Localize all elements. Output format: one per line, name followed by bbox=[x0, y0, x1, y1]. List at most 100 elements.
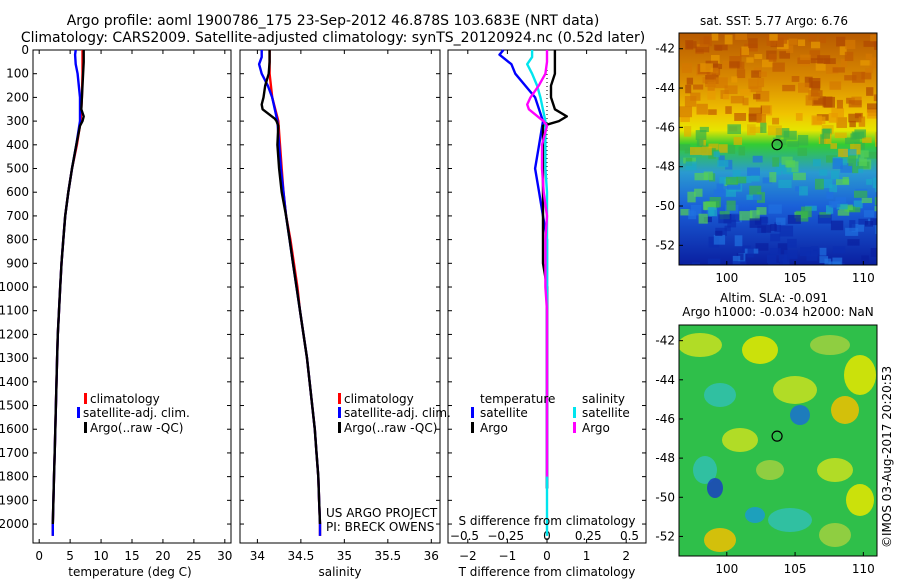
top-x-tick-label: 0.5 bbox=[620, 529, 639, 543]
temperature-plot-frame bbox=[32, 49, 232, 544]
x-tick-label: 25 bbox=[186, 549, 201, 563]
depth-tick-label: 1300 bbox=[0, 351, 29, 365]
depth-tick-label: 0 bbox=[21, 43, 29, 57]
legend-label-satellite-adj: satellite-adj. clim. bbox=[344, 406, 451, 420]
legend-swatch-climatology bbox=[84, 393, 87, 404]
map-x-tick-label: 110 bbox=[852, 271, 875, 285]
depth-tick-label: 900 bbox=[6, 256, 29, 270]
profile-line-temperature-climatology bbox=[51, 50, 84, 536]
x-tick-label: 20 bbox=[155, 549, 170, 563]
depth-tick-label: 100 bbox=[6, 67, 29, 81]
top-x-tick-label: 0.25 bbox=[575, 529, 602, 543]
sst-map-image bbox=[679, 33, 877, 265]
depth-tick-label: 700 bbox=[6, 209, 29, 223]
depth-tick-label: 2000 bbox=[0, 517, 29, 531]
legend-swatch-salinity-satellite bbox=[573, 407, 576, 418]
figure-title-line1: Argo profile: aoml 1900786_175 23-Sep-20… bbox=[67, 13, 600, 29]
depth-tick-label: 1900 bbox=[0, 493, 29, 507]
depth-tick-label: 400 bbox=[6, 138, 29, 152]
map-y-tick-label: -52 bbox=[655, 529, 675, 543]
map-x-tick-label: 100 bbox=[715, 562, 738, 576]
x-tick-label: 1 bbox=[583, 549, 591, 563]
legend-label-climatology: climatology bbox=[344, 392, 414, 406]
profile-line-difference-salinity-argo bbox=[526, 50, 549, 477]
sla-map-axes: 100 105 110 -42 -44 -46 -48 -50 -52 bbox=[655, 334, 874, 576]
sla-argo-position-marker bbox=[771, 430, 783, 442]
profile-line-salinity-argo-raw-qc- bbox=[260, 50, 322, 525]
depth-tick-label: 200 bbox=[6, 90, 29, 104]
map-y-tick-label: -52 bbox=[655, 238, 675, 252]
map-x-tick-label: 100 bbox=[715, 271, 738, 285]
depth-tick-label: 500 bbox=[6, 162, 29, 176]
project-annotation-line2: PI: BRECK OWENS bbox=[326, 520, 434, 534]
map-y-tick-label: -44 bbox=[655, 373, 675, 387]
x-tick-label: 0 bbox=[35, 549, 43, 563]
depth-tick-label: 1800 bbox=[0, 470, 29, 484]
x-tick-label: 15 bbox=[124, 549, 139, 563]
depth-tick-label: 1500 bbox=[0, 399, 29, 413]
map-y-tick-label: -50 bbox=[655, 490, 675, 504]
difference-top-xlabel: S difference from climatology bbox=[459, 514, 636, 528]
depth-tick-label: 1700 bbox=[0, 446, 29, 460]
legend-swatch-salinity-argo bbox=[573, 422, 576, 433]
legend-label-argo: Argo(..raw -QC) bbox=[90, 421, 183, 435]
depth-tick-label: 600 bbox=[6, 185, 29, 199]
x-tick-label: −2 bbox=[459, 549, 477, 563]
top-x-tick-label: −0.5 bbox=[450, 529, 479, 543]
temperature-xlabel: temperature (deg C) bbox=[68, 565, 191, 579]
map-y-tick-label: -42 bbox=[655, 334, 675, 348]
depth-tick-label: 800 bbox=[6, 233, 29, 247]
x-tick-label: −1 bbox=[499, 549, 517, 563]
depth-tick-label: 1100 bbox=[0, 304, 29, 318]
legend-swatch-climatology bbox=[338, 393, 341, 404]
map-y-tick-label: -48 bbox=[655, 451, 675, 465]
salinity-plot-frame bbox=[239, 49, 441, 544]
sst-map-title: sat. SST: 5.77 Argo: 6.76 bbox=[700, 14, 848, 28]
sst-map-axes: 100 105 110 -42 -44 -46 -48 -50 -52 bbox=[655, 42, 874, 285]
legend-swatch-satellite-adj bbox=[77, 407, 80, 418]
sst-argo-position-marker bbox=[771, 139, 783, 151]
x-tick-label: 5 bbox=[66, 549, 74, 563]
legend-label-argo: Argo(..raw -QC) bbox=[344, 421, 437, 435]
salinity-legend: climatology satellite-adj. clim. Argo(..… bbox=[338, 392, 451, 435]
sla-map-image bbox=[679, 325, 877, 556]
map-y-tick-label: -44 bbox=[655, 81, 675, 95]
map-x-tick-label: 110 bbox=[852, 562, 875, 576]
x-tick-label: 35.5 bbox=[374, 549, 401, 563]
profile-line-temperature-argo-raw-qc- bbox=[51, 50, 85, 525]
x-tick-label: 30 bbox=[217, 549, 232, 563]
x-tick-label: 0 bbox=[543, 549, 551, 563]
imos-stamp: ©IMOS 03-Aug-2017 20:20:53 bbox=[880, 366, 894, 548]
profile-line-salinity-satellite-adj-clim- bbox=[257, 50, 322, 536]
map-y-tick-label: -48 bbox=[655, 160, 675, 174]
figure-title-line2: Climatology: CARS2009. Satellite-adjuste… bbox=[21, 30, 645, 46]
x-tick-label: 36 bbox=[424, 549, 439, 563]
sst-map-frame bbox=[678, 32, 878, 266]
x-tick-label: 34.5 bbox=[288, 549, 315, 563]
legend-label-temperature-argo: Argo bbox=[480, 421, 508, 435]
difference-legend: temperature salinity satellite Argo sate… bbox=[471, 392, 630, 435]
depth-tick-label: 1200 bbox=[0, 327, 29, 341]
x-tick-label: 2 bbox=[622, 549, 630, 563]
legend-swatch-argo bbox=[338, 422, 341, 433]
x-tick-label: 35 bbox=[337, 549, 352, 563]
difference-xlabel: T difference from climatology bbox=[458, 565, 636, 579]
profile-line-temperature-satellite-adj-clim- bbox=[51, 49, 82, 536]
map-x-tick-label: 105 bbox=[784, 271, 807, 285]
legend-swatch-temperature-argo bbox=[471, 422, 474, 433]
legend-label-salinity-satellite: satellite bbox=[582, 406, 630, 420]
legend-swatch-satellite-adj bbox=[338, 407, 341, 418]
map-y-tick-label: -42 bbox=[655, 42, 675, 56]
depth-tick-label: 1400 bbox=[0, 375, 29, 389]
sla-map-frame bbox=[678, 324, 878, 557]
legend-label-temperature-satellite: satellite bbox=[480, 406, 528, 420]
depth-tick-label: 1600 bbox=[0, 422, 29, 436]
legend-label-salinity-argo: Argo bbox=[582, 421, 610, 435]
temperature-legend: climatology satellite-adj. clim. Argo(..… bbox=[77, 392, 190, 435]
legend-header-temperature: temperature bbox=[480, 392, 555, 406]
map-y-tick-label: -46 bbox=[655, 120, 675, 134]
axes-layer: 0100200300400500600700800900100011001200… bbox=[0, 43, 646, 563]
sla-map-title-line2: Argo h1000: -0.034 h2000: NaN bbox=[682, 305, 874, 319]
map-y-tick-label: -46 bbox=[655, 412, 675, 426]
